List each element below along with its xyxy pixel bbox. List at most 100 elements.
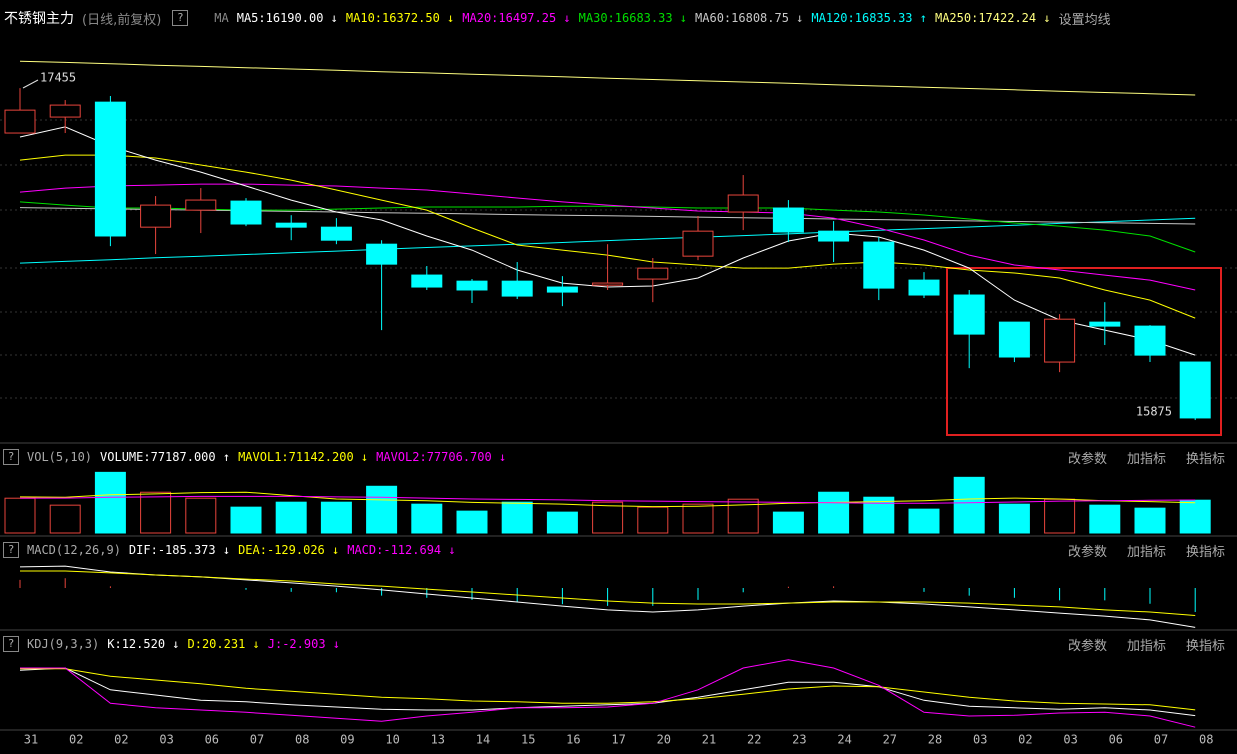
candle-body bbox=[1179, 361, 1211, 419]
help[interactable]: ? bbox=[3, 636, 19, 652]
help[interactable]: ? bbox=[3, 449, 19, 465]
candle-body bbox=[998, 321, 1030, 358]
ma-value: MA60:16808.75 ↓ bbox=[695, 11, 804, 25]
date-label: 02 bbox=[69, 733, 83, 747]
high-label: 17455 bbox=[40, 71, 76, 85]
indicator-value: J:-2.903 ↓ bbox=[267, 637, 340, 651]
vol-header: ? VOL(5,10) VOLUME:77187.000 ↑ MAVOL1:71142… bbox=[0, 447, 1237, 467]
candle-body bbox=[501, 280, 533, 297]
buttons: 改参数 加指标 换指标 bbox=[1068, 448, 1233, 467]
panel-title: VOL(5,10) bbox=[27, 450, 93, 464]
indicator-value: VOLUME:77187.000 ↑ bbox=[100, 450, 231, 464]
date-label: 06 bbox=[205, 733, 219, 747]
ma-value: MA20:16497.25 ↓ bbox=[462, 11, 571, 25]
candle-body bbox=[772, 207, 804, 233]
volume-bar bbox=[1134, 507, 1166, 534]
indicator-value: MACD:-112.694 ↓ bbox=[347, 543, 456, 557]
candle-body bbox=[4, 109, 36, 134]
ma-line bbox=[19, 183, 1196, 291]
ma-value: MA5:16190.00 ↓ bbox=[236, 11, 338, 25]
ma-value: MA10:16372.50 ↓ bbox=[345, 11, 455, 25]
dea-line bbox=[20, 570, 1196, 616]
title: 不锈钢主力 bbox=[4, 11, 74, 27]
date-label: 07 bbox=[1154, 733, 1168, 747]
panel-title: KDJ(9,3,3) bbox=[27, 637, 100, 651]
help[interactable]: ? bbox=[172, 10, 189, 26]
candle-body bbox=[456, 280, 488, 291]
volume-bar bbox=[1089, 504, 1121, 534]
volume-bar bbox=[411, 503, 443, 534]
buttons: 改参数 加指标 换指标 bbox=[1068, 635, 1233, 654]
volume-bar bbox=[501, 501, 533, 534]
kdj-header: ? KDJ(9,3,3) K:12.520 ↓ D:20.231 ↓ J:-2.903 … bbox=[0, 634, 1237, 654]
settings[interactable]: 设置均线 bbox=[1058, 12, 1111, 28]
button[interactable]: 加指标 bbox=[1126, 451, 1166, 467]
candle-body bbox=[727, 194, 759, 213]
date-label: 20 bbox=[657, 733, 671, 747]
indicator-value: K:12.520 ↓ bbox=[107, 637, 180, 651]
highlight-box bbox=[946, 267, 1222, 436]
date-label: 31 bbox=[24, 733, 38, 747]
date-label: 22 bbox=[747, 733, 761, 747]
date-label: 03 bbox=[1063, 733, 1077, 747]
date-label: 03 bbox=[159, 733, 173, 747]
volume-bar bbox=[818, 491, 850, 534]
date-label: 06 bbox=[1109, 733, 1123, 747]
candle-body bbox=[230, 200, 262, 225]
ma-label: MA bbox=[214, 11, 229, 25]
high-pointer bbox=[22, 79, 39, 89]
separators bbox=[0, 442, 1237, 731]
volume-bar bbox=[682, 503, 714, 534]
date-label: 24 bbox=[837, 733, 851, 747]
volume-bar bbox=[772, 511, 804, 534]
indicator-value: D:20.231 ↓ bbox=[187, 637, 260, 651]
candle-body bbox=[94, 101, 126, 237]
candle-body bbox=[275, 222, 307, 228]
volume-bar bbox=[908, 508, 940, 534]
indicator-value: DIF:-185.373 ↓ bbox=[128, 543, 231, 557]
candle-body bbox=[49, 104, 81, 118]
volume-bar bbox=[230, 506, 262, 534]
date-label: 07 bbox=[250, 733, 264, 747]
date-label: 21 bbox=[702, 733, 716, 747]
date-label: 17 bbox=[611, 733, 625, 747]
button[interactable]: 改参数 bbox=[1067, 638, 1107, 654]
button[interactable]: 换指标 bbox=[1185, 451, 1225, 467]
ma-line bbox=[19, 154, 1196, 319]
buttons: 改参数 加指标 换指标 bbox=[1068, 541, 1233, 560]
button[interactable]: 改参数 bbox=[1067, 451, 1107, 467]
candle-body bbox=[863, 241, 895, 289]
date-label: 09 bbox=[340, 733, 354, 747]
ma-value: MA250:17422.24 ↓ bbox=[934, 11, 1051, 25]
date-label: 08 bbox=[295, 733, 309, 747]
candle-body bbox=[411, 274, 443, 288]
button[interactable]: 加指标 bbox=[1126, 638, 1166, 654]
candle-body bbox=[366, 243, 398, 265]
mavol-line bbox=[19, 491, 1196, 508]
date-label: 08 bbox=[1199, 733, 1213, 747]
candle-body bbox=[1089, 321, 1121, 327]
candle-body bbox=[592, 282, 624, 286]
macd-header: ? MACD(12,26,9) DIF:-185.373 ↓ DEA:-129.026… bbox=[0, 540, 1237, 560]
mavol-line bbox=[20, 495, 1196, 504]
d-line bbox=[20, 668, 1196, 711]
subtitle: (日线,前复权) bbox=[82, 12, 162, 28]
button[interactable]: 加指标 bbox=[1126, 544, 1166, 560]
volume-bar bbox=[4, 497, 36, 534]
date-label: 27 bbox=[883, 733, 897, 747]
help[interactable]: ? bbox=[3, 542, 19, 558]
ma-line bbox=[19, 60, 1196, 96]
volume-bar bbox=[998, 503, 1030, 534]
date-label: 13 bbox=[431, 733, 445, 747]
button[interactable]: 换指标 bbox=[1185, 544, 1225, 560]
candle-body bbox=[140, 204, 172, 228]
button[interactable]: 换指标 bbox=[1185, 638, 1225, 654]
date-label: 03 bbox=[973, 733, 987, 747]
low-label: 15875 bbox=[1136, 405, 1172, 419]
volume-bar bbox=[366, 485, 398, 534]
volume-bar bbox=[456, 510, 488, 534]
candle-body bbox=[1134, 325, 1166, 356]
volume-bar bbox=[863, 496, 895, 534]
button[interactable]: 改参数 bbox=[1067, 544, 1107, 560]
